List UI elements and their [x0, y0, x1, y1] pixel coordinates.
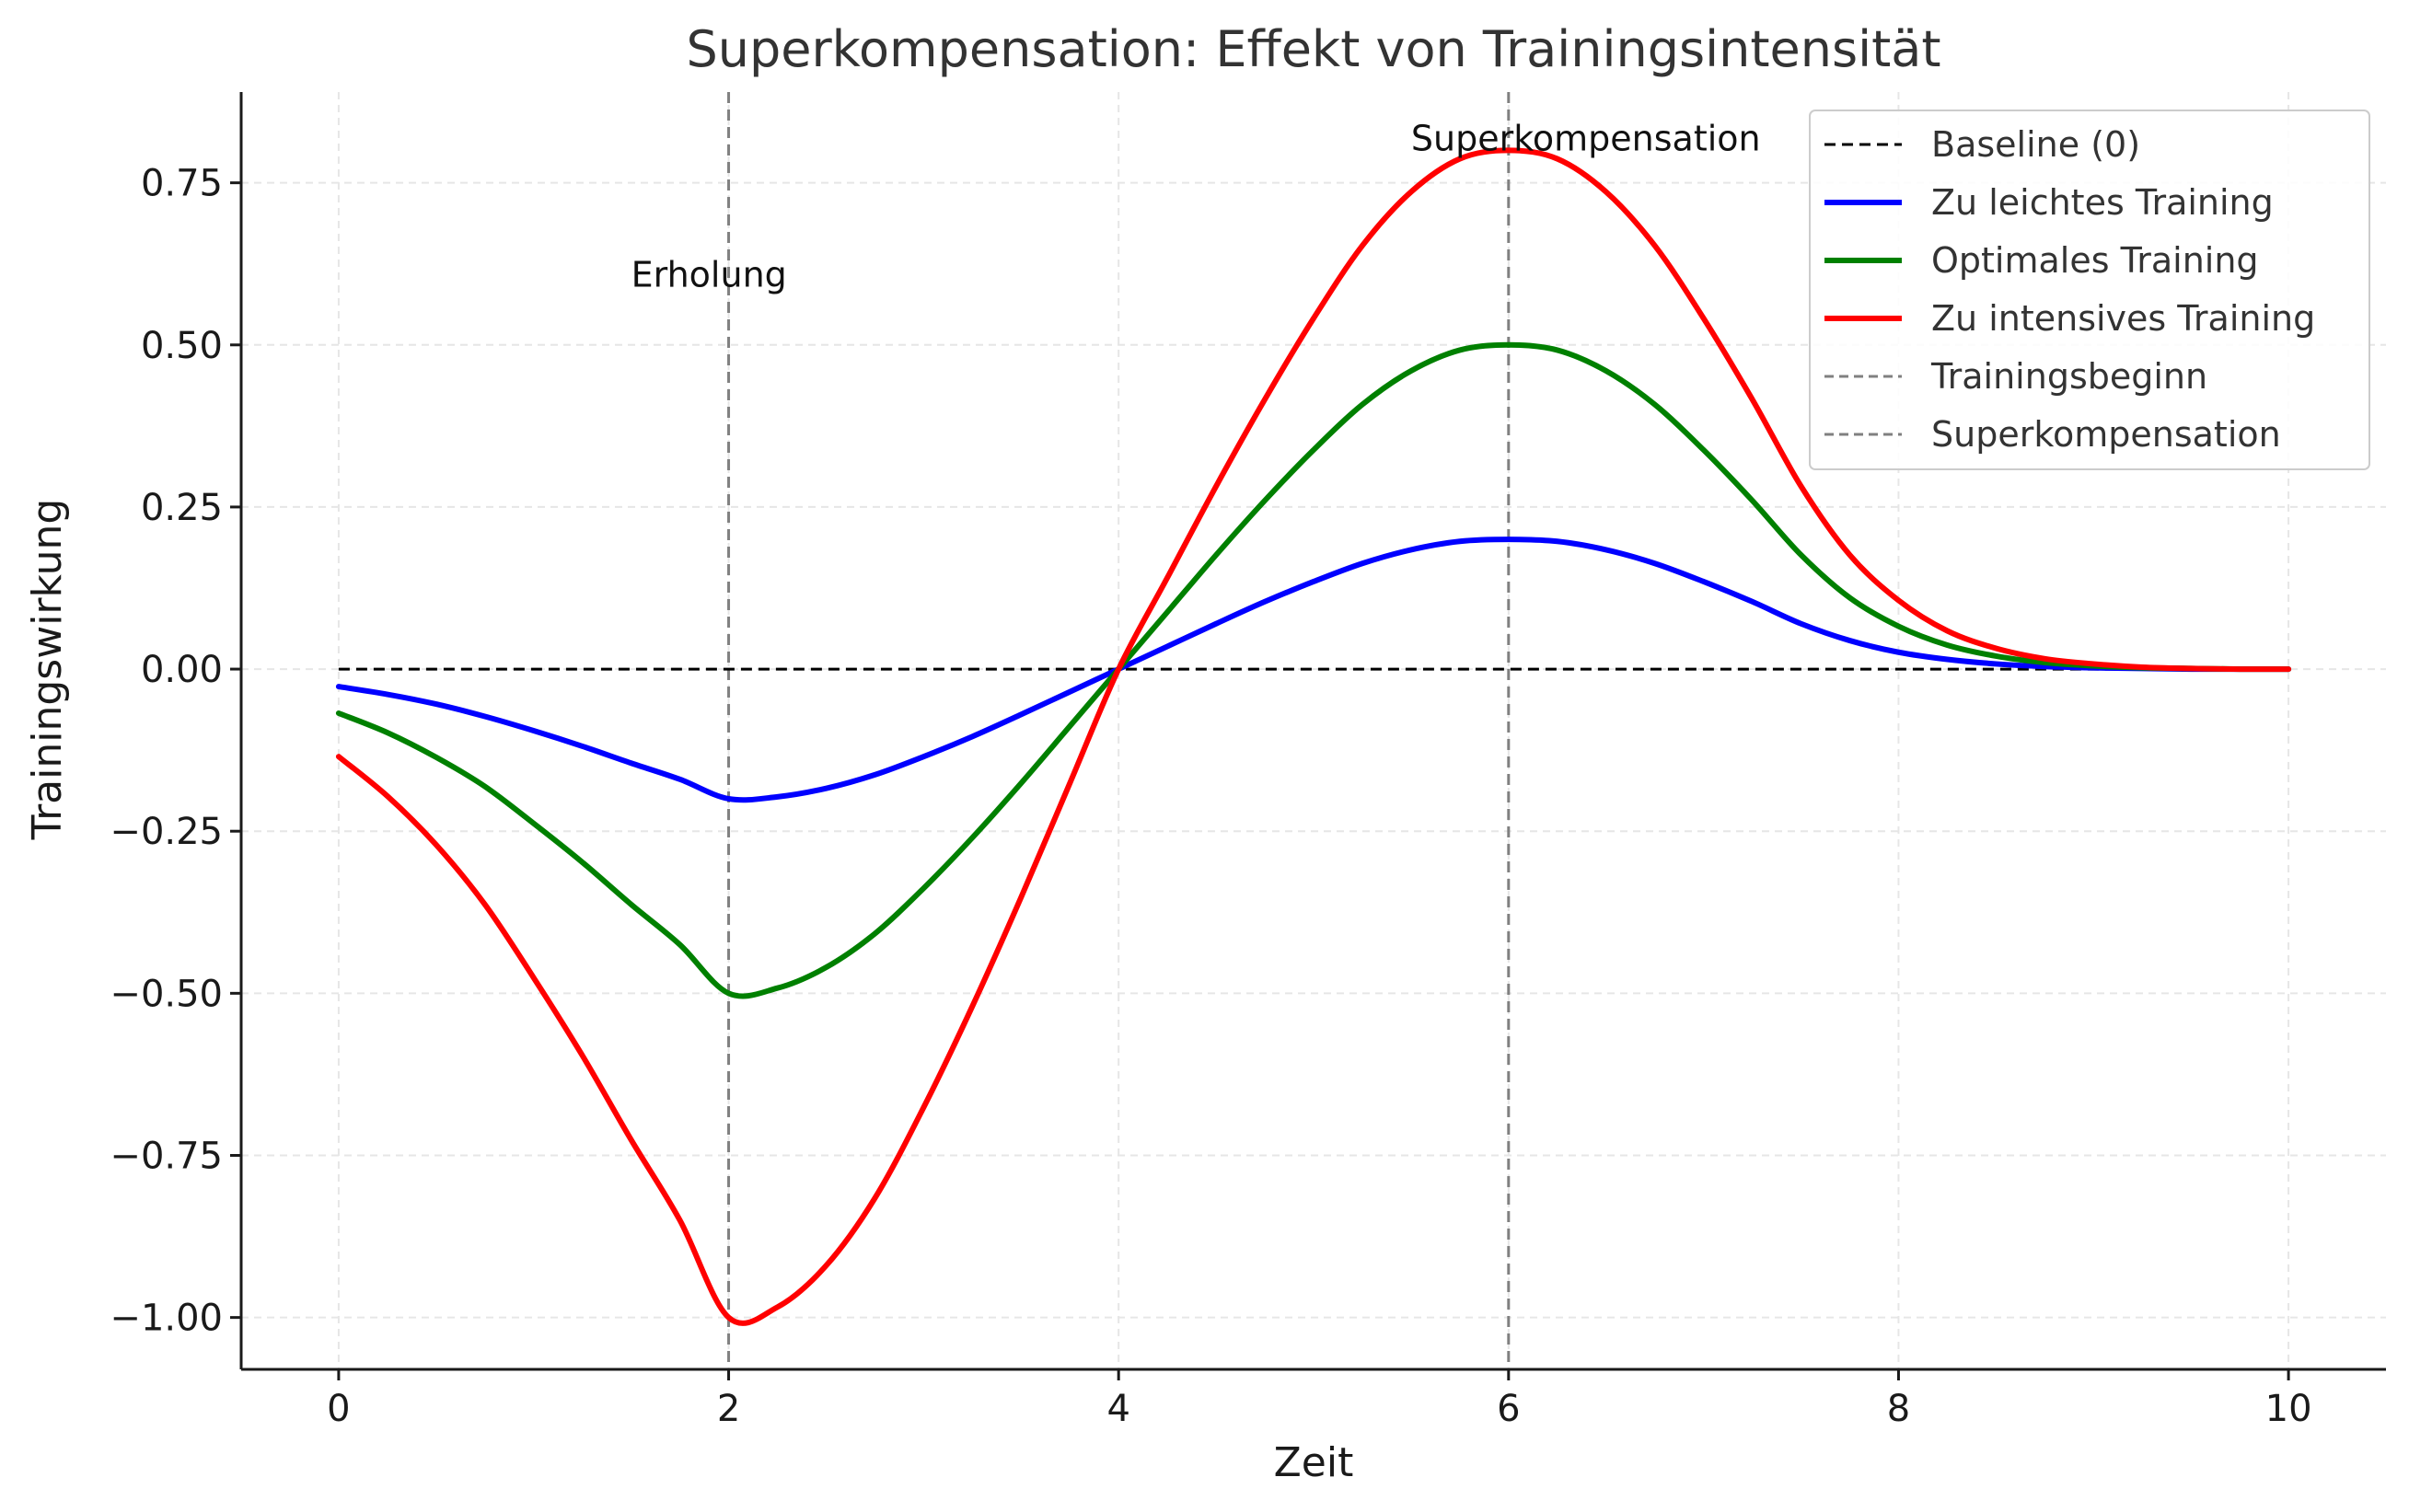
- chart-title: Superkompensation: Effekt von Trainingsi…: [686, 20, 1940, 78]
- legend-label: Optimales Training: [1931, 240, 2259, 281]
- vertical-lines: [727, 92, 1511, 1369]
- legend-label: Trainingsbeginn: [1930, 356, 2207, 397]
- legend-label: Zu leichtes Training: [1931, 182, 2274, 223]
- y-tick-label: 0.00: [141, 649, 223, 691]
- legend-label: Zu intensives Training: [1931, 298, 2315, 339]
- series-line-zu-intensives-training: [335, 147, 2292, 1326]
- x-axis-label: Zeit: [1274, 1439, 1354, 1486]
- legend-item: Optimales Training: [1824, 240, 2259, 281]
- y-tick-label: −0.75: [110, 1135, 223, 1177]
- y-tick-label: 0.50: [141, 325, 223, 367]
- y-tick-label: −1.00: [110, 1298, 223, 1340]
- x-tick-label: 10: [2265, 1388, 2312, 1430]
- y-tick-label: −0.50: [110, 973, 223, 1015]
- legend: Baseline (0) Zu leichtes Training Optimale…: [1809, 110, 2370, 470]
- annotations: Erholung Superkompensation: [631, 118, 1761, 294]
- y-tick-label: −0.25: [110, 811, 223, 853]
- series-group: [335, 147, 2292, 1326]
- x-tick-label: 2: [717, 1388, 740, 1430]
- annotation-erholung: Erholung: [631, 254, 787, 294]
- legend-item: Zu intensives Training: [1824, 298, 2315, 339]
- y-axis-label: Trainingswirkung: [24, 499, 71, 841]
- x-tick-label: 0: [327, 1388, 350, 1430]
- legend-item: Trainingsbeginn: [1824, 356, 2207, 397]
- x-tick-label: 8: [1887, 1388, 1910, 1430]
- ticks: 0 2 4 6 8 10 0.75 0.50 0.25 0.00 −0.25 −0.50 −0.75 −1…: [110, 163, 2311, 1430]
- x-tick-label: 4: [1106, 1388, 1129, 1430]
- legend-label: Superkompensation: [1931, 414, 2281, 455]
- x-tick-label: 6: [1497, 1388, 1520, 1430]
- legend-item: Zu leichtes Training: [1824, 182, 2274, 223]
- legend-box: [1809, 110, 2370, 470]
- y-tick-label: 0.25: [141, 487, 223, 529]
- annotation-superkompensation: Superkompensation: [1411, 118, 1761, 158]
- series-line-zu-leichtes-training: [335, 537, 2292, 803]
- y-tick-label: 0.75: [141, 163, 223, 205]
- series-line-optimales-training: [335, 341, 2292, 999]
- legend-item: Superkompensation: [1824, 414, 2281, 455]
- legend-item: Baseline (0): [1824, 124, 2140, 165]
- legend-label: Baseline (0): [1931, 124, 2140, 165]
